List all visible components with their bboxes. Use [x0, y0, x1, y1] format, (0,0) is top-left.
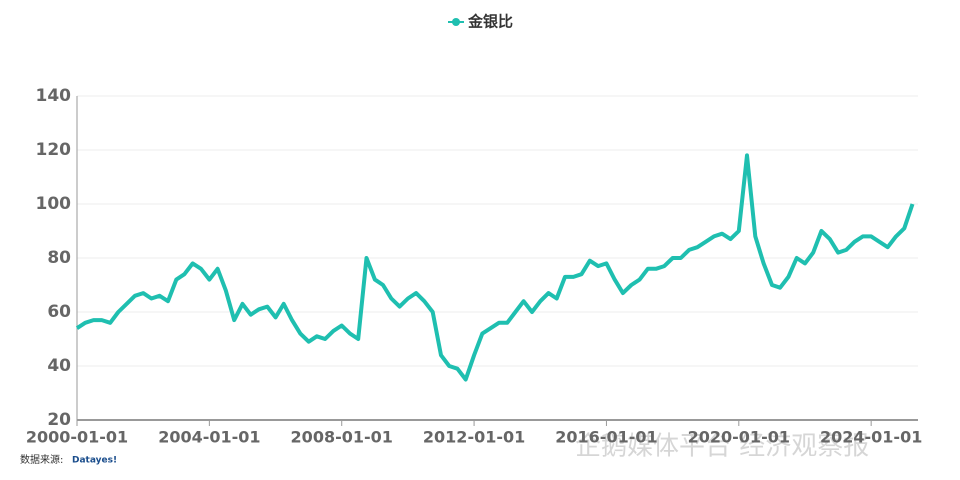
source-brand: Datayes! — [72, 456, 117, 466]
x-tick-label: 2008-01-01 — [291, 428, 393, 447]
legend-label: 金银比 — [467, 13, 513, 31]
x-tick-label: 2016-01-01 — [555, 428, 657, 447]
x-tick-label: 2024-01-01 — [820, 428, 922, 447]
y-tick-label: 140 — [36, 86, 72, 106]
y-tick-label: 80 — [47, 248, 71, 268]
x-tick-label: 2020-01-01 — [688, 428, 790, 447]
y-tick-label: 60 — [47, 302, 71, 322]
series-line — [75, 153, 915, 382]
x-tick-label: 2000-01-01 — [26, 428, 128, 447]
y-tick-label: 40 — [47, 356, 71, 376]
y-tick-label: 120 — [36, 140, 72, 160]
x-tick-label: 2012-01-01 — [423, 428, 525, 447]
legend-marker — [452, 18, 460, 26]
y-tick-label: 20 — [47, 410, 71, 430]
source: 数据来源: — [20, 453, 63, 466]
watermark: 企鹅媒体平台 经济观察报 — [575, 432, 869, 462]
y-tick-label: 100 — [36, 194, 72, 214]
x-tick-label: 2004-01-01 — [158, 428, 260, 447]
